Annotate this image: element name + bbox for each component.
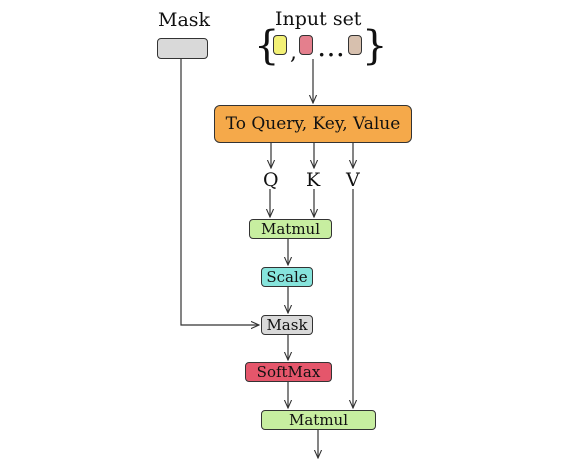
to-query-key-value-node: To Query, Key, Value	[214, 105, 412, 143]
ellipsis: …	[317, 30, 345, 63]
token-separator: ,	[290, 40, 297, 65]
matmul-node-1: Matmul	[249, 219, 332, 239]
input-token-n	[348, 35, 362, 55]
matmul-node-2: Matmul	[261, 410, 376, 430]
arrow-mask-input-to-mask	[180, 59, 259, 325]
brace-close: }	[362, 23, 388, 69]
mask-input-box	[157, 38, 208, 59]
softmax-node: SoftMax	[245, 362, 332, 382]
mask-node: Mask	[261, 315, 313, 335]
input-token-2	[299, 35, 313, 55]
scale-node: Scale	[261, 267, 313, 287]
value-label: V	[346, 169, 360, 191]
input-token-1	[273, 35, 287, 55]
key-label: K	[306, 169, 321, 191]
query-label: Q	[263, 169, 279, 191]
input-set-label: Input set	[275, 8, 362, 30]
mask-input-label: Mask	[158, 9, 211, 31]
